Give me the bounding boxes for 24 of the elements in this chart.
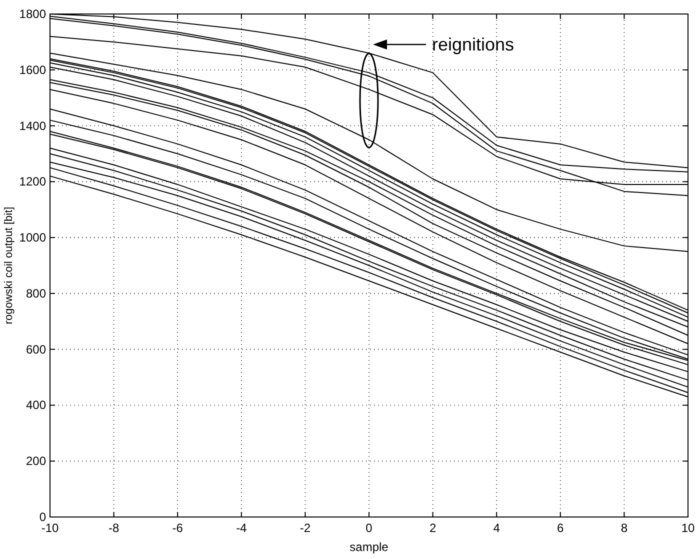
annotation: reignitions xyxy=(432,34,514,55)
y-tick-label: 800 xyxy=(26,286,46,300)
x-tick-label: 10 xyxy=(681,521,695,535)
y-tick-label: 1000 xyxy=(19,230,46,245)
x-tick-label: 6 xyxy=(557,521,564,535)
y-axis-title: rogowski coil output [bit] xyxy=(3,206,15,324)
x-tick-label: -10 xyxy=(41,521,59,535)
x-tick-label: -4 xyxy=(236,521,248,535)
x-tick-label: -6 xyxy=(172,521,184,535)
y-tick-label: 200 xyxy=(26,454,46,468)
x-tick-label: 8 xyxy=(620,521,628,535)
y-tick-label: 1200 xyxy=(19,174,46,189)
x-tick-label: 0 xyxy=(366,521,373,535)
y-tick-label: 600 xyxy=(26,342,46,356)
y-tick-label: 1600 xyxy=(19,62,46,77)
x-axis-title: sample xyxy=(350,540,389,554)
x-tick-label: -2 xyxy=(300,521,311,535)
x-tick-label: 2 xyxy=(429,521,436,535)
y-tick-label: 1800 xyxy=(19,7,46,21)
x-tick-label: 4 xyxy=(493,521,500,535)
x-tick-label: -8 xyxy=(108,521,120,535)
y-tick-label: 400 xyxy=(26,398,46,412)
y-tick-label: 1400 xyxy=(19,118,46,133)
y-tick-label: 0 xyxy=(39,510,46,524)
